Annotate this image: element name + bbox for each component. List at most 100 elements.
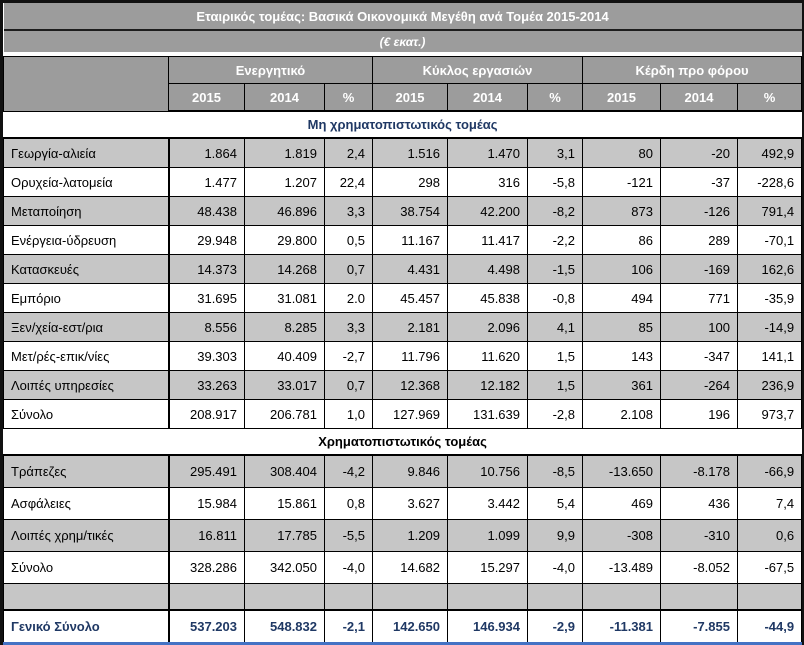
value-cell: 45.457 (372, 283, 448, 313)
value-cell: 494 (582, 283, 661, 313)
value-cell: 469 (582, 487, 661, 520)
value-cell: 12.368 (372, 370, 448, 400)
value-cell: 22,4 (324, 167, 373, 197)
value-cell: 4,1 (527, 312, 583, 342)
value-cell: 29.948 (168, 225, 245, 255)
percent-header: % (736, 83, 803, 112)
grand-total-value: -2,9 (527, 609, 583, 645)
value-cell: 31.081 (244, 283, 325, 313)
column-group-header-row: Ενεργητικό Κύκλος εργασιών Κέρδη προ φόρ… (3, 56, 803, 112)
value-cell: -35,9 (736, 283, 803, 313)
label-column-spacer (3, 56, 169, 112)
value-cell: 1.516 (372, 137, 448, 168)
value-cell: 295.491 (168, 454, 245, 488)
row-label: Ασφάλειες (3, 487, 170, 520)
grand-total-value: -11.381 (582, 609, 661, 645)
value-cell: 2.096 (447, 312, 528, 342)
value-cell: -4,0 (324, 551, 373, 584)
grand-total-value: -7.855 (660, 609, 738, 645)
value-cell: -70,1 (736, 225, 803, 255)
percent-header: % (324, 83, 373, 112)
value-cell: 40.409 (244, 341, 325, 371)
value-cell: 2.108 (582, 399, 661, 429)
row-label: Λοιπές χρημ/τικές (3, 519, 170, 552)
row-label: Εμπόριο (3, 283, 170, 313)
value-cell: 31.695 (168, 283, 245, 313)
grand-total-value: 548.832 (244, 609, 325, 645)
value-cell: -4,0 (527, 551, 583, 584)
value-cell: 11.417 (447, 225, 528, 255)
spacer-row (3, 583, 803, 611)
table-subtitle: (€ εκατ.) (3, 30, 802, 52)
year-header: 2014 (660, 83, 738, 112)
value-cell: 16.811 (168, 519, 245, 552)
year-header: 2014 (447, 83, 528, 112)
table-row: Μετ/ρές-επικ/νίες 39.303 40.409 -2,7 11.796 1… (3, 341, 803, 371)
value-cell: 15.861 (244, 487, 325, 520)
value-cell: 11.796 (372, 341, 448, 371)
value-cell: 1,5 (527, 370, 583, 400)
value-cell: 196 (660, 399, 738, 429)
value-cell: 5,4 (527, 487, 583, 520)
value-cell: 1.477 (168, 167, 245, 197)
value-cell: 4.498 (447, 254, 528, 284)
value-cell: -8.052 (660, 551, 738, 584)
table-row: Ορυχεία-λατομεία 1.477 1.207 22,4 298 316 -5,8… (3, 167, 803, 197)
row-label: Κατασκευές (3, 254, 170, 284)
grand-total-value: -2,1 (324, 609, 373, 645)
group-header-pretax-profit: Κέρδη προ φόρου (581, 56, 803, 84)
value-cell: 3,1 (527, 137, 583, 168)
value-cell: -228,6 (736, 167, 803, 197)
section-header-row: Μη χρηματοπιστωτικός τομέας (3, 110, 802, 139)
row-label: Ενέργεια-ύδρευση (3, 225, 170, 255)
value-cell: 17.785 (244, 519, 325, 552)
value-cell: 14.373 (168, 254, 245, 284)
value-cell: 39.303 (168, 341, 245, 371)
year-header: 2015 (372, 83, 448, 112)
value-cell: -4,2 (324, 454, 373, 488)
spacer-cell (244, 583, 325, 611)
gap-row (3, 52, 802, 57)
percent-header: % (527, 83, 583, 112)
spacer-cell (736, 583, 803, 611)
value-cell: -8.178 (660, 454, 738, 488)
spacer-cell (582, 583, 661, 611)
value-cell: 361 (582, 370, 661, 400)
section-header: Μη χρηματοπιστωτικός τομέας (3, 110, 802, 139)
table-row: Ασφάλειες 15.984 15.861 0,8 3.627 3.442 5,4 469… (3, 487, 803, 520)
value-cell: 873 (582, 196, 661, 226)
value-cell: -8,5 (527, 454, 583, 488)
row-label: Μεταποίηση (3, 196, 170, 226)
value-cell: 127.969 (372, 399, 448, 429)
value-cell: -14,9 (736, 312, 803, 342)
spacer-cell (372, 583, 448, 611)
value-cell: -67,5 (736, 551, 803, 584)
grand-total-label: Γενικό Σύνολο (3, 609, 170, 645)
value-cell: 86 (582, 225, 661, 255)
value-cell: -13.489 (582, 551, 661, 584)
value-cell: -308 (582, 519, 661, 552)
value-cell: -264 (660, 370, 738, 400)
row-label: Τράπεζες (3, 454, 170, 488)
value-cell: 4.431 (372, 254, 448, 284)
value-cell: 1.099 (447, 519, 528, 552)
value-cell: 11.167 (372, 225, 448, 255)
spacer-cell (447, 583, 528, 611)
value-cell: 33.263 (168, 370, 245, 400)
value-cell: 0,7 (324, 254, 373, 284)
value-cell: 45.838 (447, 283, 528, 313)
year-header: 2015 (582, 83, 661, 112)
subtitle-row: (€ εκατ.) (3, 30, 802, 52)
value-cell: 492,9 (736, 137, 803, 168)
grand-total-value: -44,9 (736, 609, 803, 645)
value-cell: 2,4 (324, 137, 373, 168)
value-cell: 12.182 (447, 370, 528, 400)
row-label: Λοιπές υπηρεσίες (3, 370, 170, 400)
table-title: Εταιρικός τομέας: Βασικά Οικονομικά Μεγέ… (3, 3, 802, 31)
row-label: Σύνολο (3, 551, 170, 584)
value-cell: 46.896 (244, 196, 325, 226)
section-header: Χρηματοπιστωτικός τομέας (3, 428, 802, 456)
table-row: Μεταποίηση 48.438 46.896 3,3 38.754 42.200 -8,… (3, 196, 803, 226)
value-cell: 1.207 (244, 167, 325, 197)
value-cell: 328.286 (168, 551, 245, 584)
